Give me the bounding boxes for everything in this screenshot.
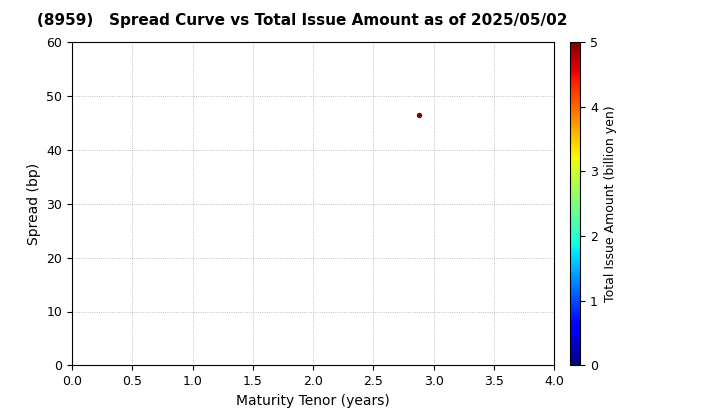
Point [413,111,425,118]
Y-axis label: Spread (bp): Spread (bp) [27,163,41,245]
Text: (8959)   Spread Curve vs Total Issue Amount as of 2025/05/02: (8959) Spread Curve vs Total Issue Amoun… [37,13,567,28]
Y-axis label: Total Issue Amount (billion yen): Total Issue Amount (billion yen) [604,105,617,302]
X-axis label: Maturity Tenor (years): Maturity Tenor (years) [236,394,390,408]
